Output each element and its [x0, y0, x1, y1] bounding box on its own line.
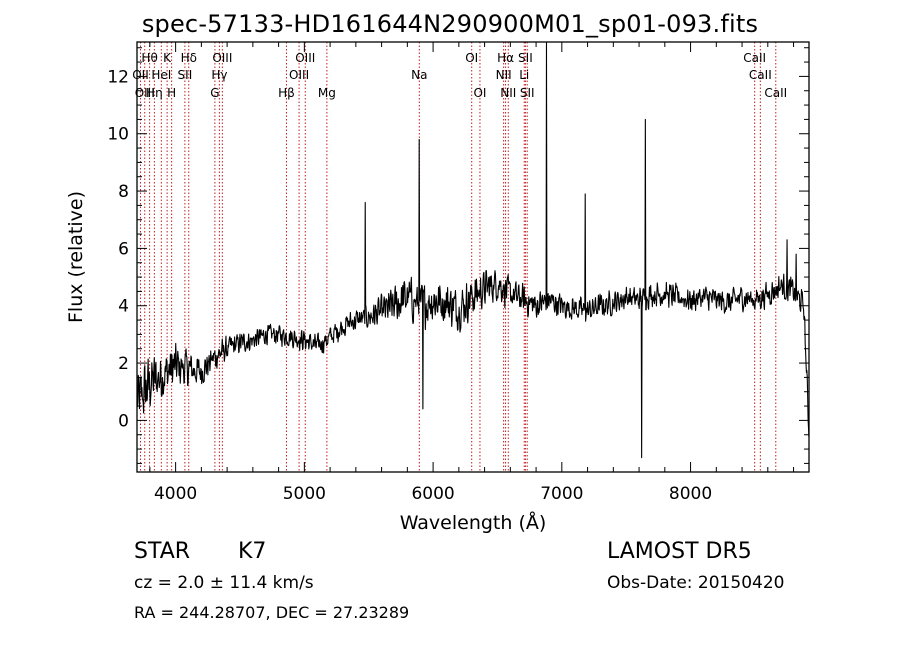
- line-label-20: NII: [496, 68, 512, 82]
- line-label-5: HeI: [151, 68, 171, 82]
- line-label-3: Hη: [146, 86, 163, 100]
- line-label-10: Hγ: [211, 68, 227, 82]
- line-label-24: SII: [520, 86, 535, 100]
- line-label-6: H: [167, 86, 176, 100]
- axis-ticks: 4000 5000 6000 7000 8000 0 2 4 6 8 10 12: [107, 42, 809, 504]
- line-label-23: Li: [519, 68, 529, 82]
- line-label-11: G: [210, 86, 219, 100]
- y-tick-label-3: 6: [118, 239, 129, 259]
- line-label-13: OIII: [295, 51, 315, 65]
- y-tick-label-5: 10: [107, 125, 129, 145]
- spectral-line-markers: [139, 42, 777, 472]
- line-label-7: Hδ: [181, 51, 197, 65]
- y-tick-label-6: 12: [107, 67, 129, 87]
- line-label-0: Hθ: [141, 51, 157, 65]
- line-label-16: Na: [411, 68, 427, 82]
- plot-frame: [136, 41, 810, 473]
- y-tick-label-4: 8: [118, 182, 129, 202]
- line-label-27: CaII: [764, 86, 787, 100]
- line-label-21: NII: [500, 86, 516, 100]
- y-axis-label: Flux (relative): [65, 191, 87, 323]
- x-tick-label-2: 6000: [411, 484, 454, 504]
- x-tick-label-0: 4000: [154, 484, 197, 504]
- line-label-8: SII: [178, 68, 193, 82]
- y-tick-label-2: 4: [118, 297, 129, 317]
- redshift-value: cz = 2.0 ± 11.4 km/s: [134, 573, 314, 593]
- x-axis-label: Wavelength (Å): [400, 511, 547, 534]
- line-label-25: CaII: [743, 51, 766, 65]
- plot-title: spec-57133-HD161644N290900M01_sp01-093.f…: [141, 10, 759, 38]
- y-tick-label-1: 2: [118, 354, 129, 374]
- line-label-19: Hα: [497, 51, 514, 65]
- line-label-17: OI: [465, 51, 478, 65]
- x-tick-label-4: 8000: [669, 484, 712, 504]
- y-tick-label-0: 0: [118, 411, 129, 431]
- line-label-4: K: [163, 51, 172, 65]
- line-label-1: OII: [132, 68, 149, 82]
- line-label-18: OI: [473, 86, 486, 100]
- spectral-subclass: K7: [238, 539, 267, 564]
- coordinates: RA = 244.28707, DEC = 27.23289: [134, 603, 410, 622]
- line-label-9: OIII: [212, 51, 232, 65]
- line-label-15: Mg: [318, 86, 336, 100]
- line-label-22: SII: [518, 51, 533, 65]
- line-label-12: Hβ: [278, 86, 295, 100]
- survey-name: LAMOST DR5: [607, 539, 752, 564]
- line-label-14: OIII: [289, 68, 309, 82]
- x-tick-label-3: 7000: [540, 484, 583, 504]
- spectrum-line: [136, 41, 810, 459]
- observation-date: Obs-Date: 20150420: [607, 573, 785, 593]
- x-tick-label-1: 5000: [283, 484, 326, 504]
- spectrum-series: [136, 41, 810, 459]
- line-label-2: OIII: [135, 86, 155, 100]
- line-label-26: CaII: [749, 68, 772, 82]
- object-class: STAR: [134, 539, 191, 564]
